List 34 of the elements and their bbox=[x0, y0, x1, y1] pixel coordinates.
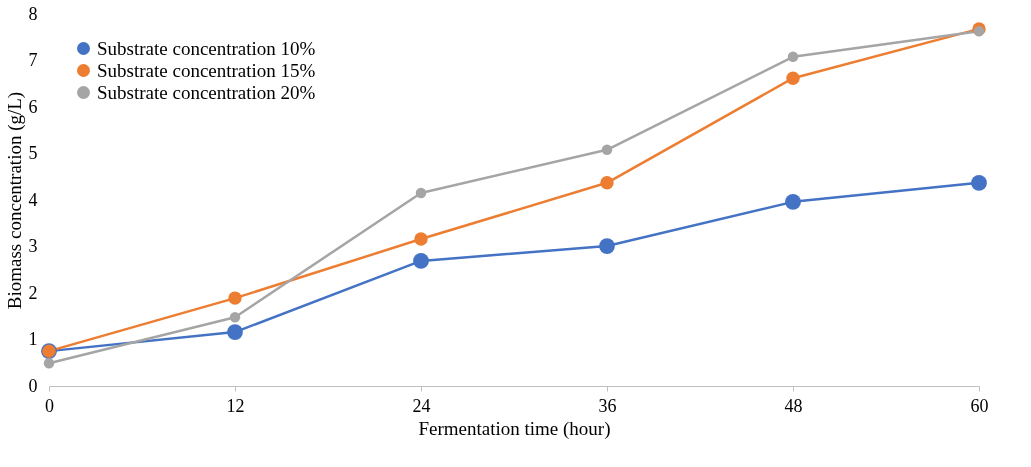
y-tick-label: 5 bbox=[28, 143, 38, 163]
y-tick-label: 4 bbox=[28, 189, 38, 210]
point bbox=[971, 174, 987, 191]
x-tick-label: 0 bbox=[45, 395, 54, 416]
point bbox=[229, 311, 241, 323]
point bbox=[785, 193, 801, 210]
point bbox=[43, 357, 55, 369]
x-tick-label: 60 bbox=[970, 395, 989, 416]
y-tick-label: 0 bbox=[28, 375, 38, 396]
x-tick-label: 48 bbox=[784, 395, 803, 416]
point bbox=[599, 238, 615, 254]
point bbox=[414, 232, 428, 246]
x-tick-label: 24 bbox=[412, 395, 431, 416]
point bbox=[786, 71, 800, 85]
point bbox=[787, 51, 799, 63]
y-tick-label: 2 bbox=[28, 282, 38, 303]
point bbox=[228, 291, 242, 305]
point bbox=[600, 176, 614, 190]
y-axis-title: Biomass concentration (g/L) bbox=[3, 91, 26, 310]
y-tick-label: 3 bbox=[28, 236, 38, 256]
point bbox=[601, 144, 613, 156]
y-tick-label: 6 bbox=[28, 96, 38, 117]
y-tick-label: 8 bbox=[28, 3, 38, 24]
y-tick-label: 1 bbox=[28, 329, 38, 349]
point bbox=[413, 253, 429, 269]
x-tick-label: 36 bbox=[598, 395, 617, 416]
x-tick-label: 12 bbox=[226, 395, 245, 416]
y-tick-label: 7 bbox=[28, 50, 38, 70]
point bbox=[227, 324, 243, 340]
legend-label: Substrate concentration 20% bbox=[97, 81, 316, 103]
x-axis-title: Fermentation time (hour) bbox=[418, 417, 611, 440]
legend-label: Substrate concentration 10% bbox=[97, 37, 316, 59]
point bbox=[415, 187, 427, 199]
legend-label: Substrate concentration 15% bbox=[97, 59, 316, 81]
